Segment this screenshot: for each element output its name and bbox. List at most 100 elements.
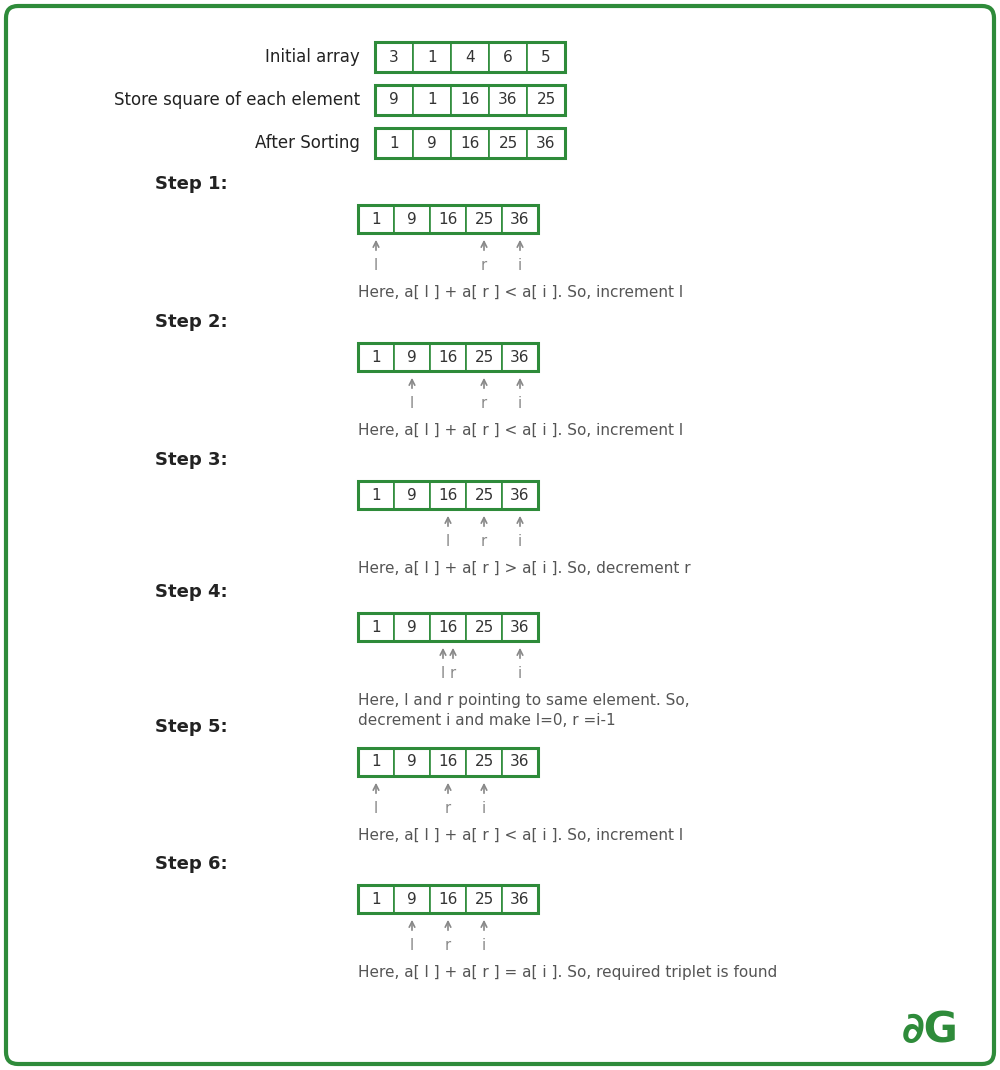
Text: 9: 9 [407,212,417,227]
Text: 9: 9 [407,754,417,769]
Bar [430,205,466,233]
Bar [375,85,413,114]
Text: Step 6:: Step 6: [155,855,228,873]
Text: 36: 36 [510,620,530,635]
Text: 16: 16 [438,891,458,906]
Bar [375,128,413,158]
Text: 1: 1 [427,49,437,64]
Bar [502,885,538,913]
Bar [502,482,538,509]
Bar [502,613,538,641]
Bar [358,205,394,233]
Bar [466,482,502,509]
Bar [358,885,538,913]
Text: r: r [481,258,487,273]
Text: 1: 1 [371,620,381,635]
Text: After Sorting: After Sorting [255,134,360,152]
Text: Step 5:: Step 5: [155,718,228,736]
Bar [527,85,565,114]
Bar [358,343,538,371]
Text: 25: 25 [474,754,494,769]
Text: 16: 16 [438,350,458,365]
Text: l: l [446,534,450,549]
Text: 36: 36 [510,488,530,503]
Text: r: r [450,666,456,681]
Bar [394,613,430,641]
Text: 25: 25 [474,891,494,906]
Text: 9: 9 [407,891,417,906]
Text: 5: 5 [541,49,551,64]
Text: 36: 36 [510,350,530,365]
Text: 1: 1 [371,212,381,227]
Bar [358,748,538,776]
Text: 9: 9 [407,488,417,503]
Bar [394,482,430,509]
Text: Step 3:: Step 3: [155,450,228,469]
Text: decrement i and make l=0, r =i-1: decrement i and make l=0, r =i-1 [358,713,616,728]
Text: 36: 36 [536,136,556,151]
Bar [413,42,451,72]
Bar [394,885,430,913]
Bar [466,343,502,371]
Text: 9: 9 [407,620,417,635]
Text: Step 1:: Step 1: [155,175,228,193]
Bar [451,42,489,72]
Text: Here, a[ l ] + a[ r ] > a[ i ]. So, decrement r: Here, a[ l ] + a[ r ] > a[ i ]. So, decr… [358,561,691,576]
Text: 16: 16 [438,620,458,635]
Text: Here, a[ l ] + a[ r ] = a[ i ]. So, required triplet is found: Here, a[ l ] + a[ r ] = a[ i ]. So, requ… [358,965,777,980]
Text: 9: 9 [427,136,437,151]
Bar [489,128,527,158]
Bar [430,748,466,776]
Text: r: r [481,396,487,411]
Bar [375,85,565,114]
Text: Step 2:: Step 2: [155,314,228,331]
Text: 25: 25 [536,92,556,107]
Bar [394,205,430,233]
Bar [413,128,451,158]
Bar [489,42,527,72]
Text: Here, a[ l ] + a[ r ] < a[ i ]. So, increment l: Here, a[ l ] + a[ r ] < a[ i ]. So, incr… [358,423,683,438]
Text: 1: 1 [371,891,381,906]
Text: 25: 25 [474,488,494,503]
Bar [502,748,538,776]
Text: 9: 9 [407,350,417,365]
Text: ∂G: ∂G [902,1009,958,1051]
Text: Step 4:: Step 4: [155,583,228,601]
Bar [466,205,502,233]
Text: Here, a[ l ] + a[ r ] < a[ i ]. So, increment l: Here, a[ l ] + a[ r ] < a[ i ]. So, incr… [358,828,683,843]
Text: i: i [518,396,522,411]
Bar [430,343,466,371]
FancyBboxPatch shape [6,6,994,1064]
Text: l: l [374,801,378,816]
Text: 3: 3 [389,49,399,64]
Text: 36: 36 [510,212,530,227]
Text: Here, l and r pointing to same element. So,: Here, l and r pointing to same element. … [358,693,690,708]
Bar [502,205,538,233]
Text: l: l [410,938,414,953]
Text: 6: 6 [503,49,513,64]
Bar [430,482,466,509]
Text: Here, a[ l ] + a[ r ] < a[ i ]. So, increment l: Here, a[ l ] + a[ r ] < a[ i ]. So, incr… [358,285,683,300]
Text: r: r [445,801,451,816]
Text: i: i [518,666,522,681]
Bar [489,85,527,114]
Bar [527,42,565,72]
Text: 25: 25 [474,212,494,227]
Bar [430,613,466,641]
Bar [358,343,394,371]
Text: 1: 1 [427,92,437,107]
Text: i: i [518,534,522,549]
Text: 1: 1 [371,754,381,769]
Text: 25: 25 [474,350,494,365]
Text: i: i [482,938,486,953]
Bar [375,42,413,72]
Text: r: r [481,534,487,549]
Text: Initial array: Initial array [265,48,360,66]
Text: 36: 36 [510,891,530,906]
Bar [527,128,565,158]
Bar [451,85,489,114]
Text: 36: 36 [498,92,518,107]
Bar [358,885,394,913]
Bar [394,748,430,776]
Text: 1: 1 [371,488,381,503]
